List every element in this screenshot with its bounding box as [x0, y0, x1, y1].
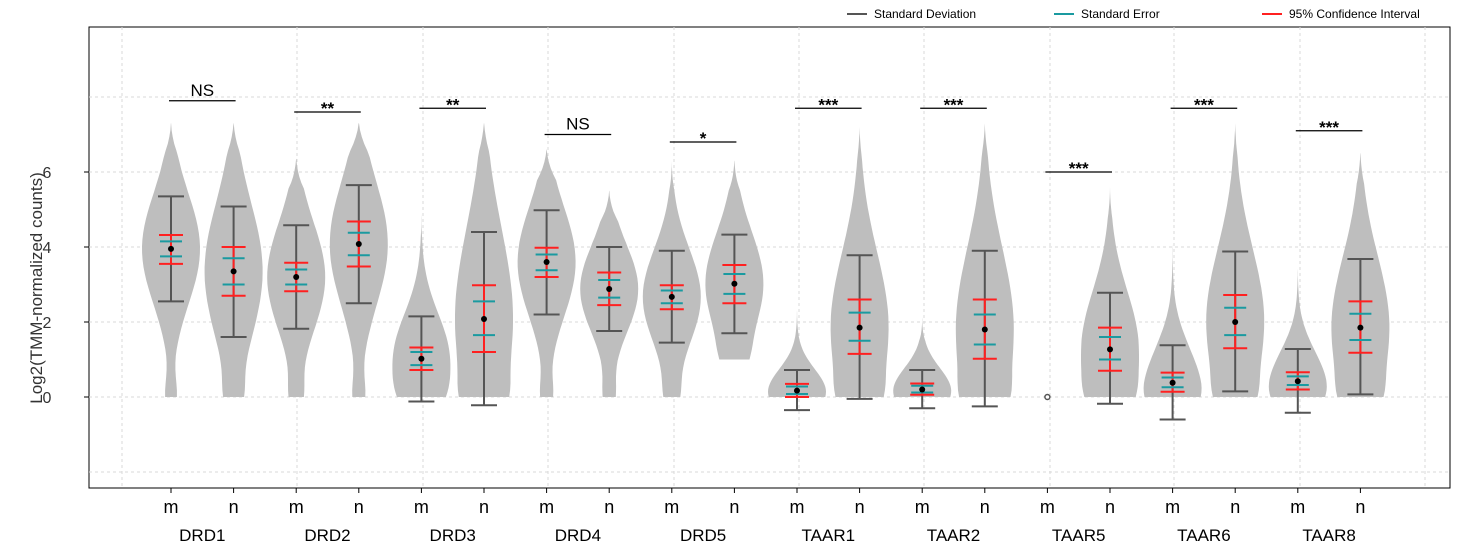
- y-tick-label: 6: [43, 165, 52, 182]
- significance-label-taar8: ***: [1319, 118, 1339, 137]
- violin-drd5-m: [642, 160, 701, 397]
- violin-body: [392, 209, 451, 397]
- significance-label-drd4: NS: [566, 115, 590, 134]
- x-group-label-taar1: TAAR1: [802, 526, 856, 545]
- legend-entry: 95% Confidence Interval: [1289, 7, 1420, 21]
- y-tick-label: 4: [43, 240, 52, 257]
- x-group-label-taar6: TAAR6: [1177, 526, 1231, 545]
- violin-taar1-n: [830, 127, 889, 400]
- violin-drd1-m: [142, 123, 200, 398]
- violin-taar2-n: [955, 123, 1014, 408]
- x-tick-label-m: m: [289, 497, 304, 517]
- mean-point: [856, 324, 863, 331]
- x-tick-label-n: n: [354, 497, 364, 517]
- x-tick-label-n: n: [855, 497, 865, 517]
- x-tick-label-n: n: [479, 497, 489, 517]
- mean-point: [293, 274, 300, 280]
- violin-body: [1268, 258, 1327, 397]
- violin-drd5-n: [705, 160, 764, 360]
- significance-brackets: NS** **NS**** ************: [169, 81, 1363, 178]
- violin-drd2-n: [329, 123, 388, 398]
- x-group-label-drd3: DRD3: [430, 526, 476, 545]
- x-tick-label-n: n: [729, 497, 739, 517]
- x-tick-label-m: m: [164, 497, 179, 517]
- x-tick-label-n: n: [1355, 497, 1365, 517]
- x-tick-label-n: n: [1230, 497, 1240, 517]
- x-tick-label-m: m: [414, 497, 429, 517]
- violin-body: [893, 310, 952, 397]
- x-tick-label-n: n: [229, 497, 239, 517]
- significance-label-taar2: ***: [944, 95, 964, 114]
- violin-taar6-n: [1206, 123, 1265, 398]
- mean-point: [1232, 319, 1239, 325]
- mean-point: [731, 280, 738, 287]
- y-tick-label: 2: [43, 315, 52, 332]
- mean-point: [481, 316, 487, 322]
- x-group-label-drd1: DRD1: [179, 526, 225, 545]
- x-tick-label-m: m: [1165, 497, 1180, 517]
- significance-label-drd3: **: [446, 95, 460, 114]
- violin-taar8-n: [1331, 153, 1390, 397]
- mean-point: [1294, 378, 1301, 385]
- x-tick-label-m: m: [1290, 497, 1305, 517]
- mean-point: [1169, 379, 1176, 386]
- mean-point: [981, 326, 988, 333]
- x-group-label-drd5: DRD5: [680, 526, 726, 545]
- x-group-label-drd2: DRD2: [304, 526, 350, 545]
- x-tick-label-n: n: [980, 497, 990, 517]
- mean-point: [794, 387, 800, 394]
- violins: [142, 123, 1390, 421]
- x-group-label-drd4: DRD4: [555, 526, 601, 545]
- violin-taar1-m: [768, 292, 826, 412]
- violin-taar8-m: [1268, 258, 1327, 414]
- mean-point: [355, 241, 362, 247]
- x-tick-label-n: n: [604, 497, 614, 517]
- mean-point: [1357, 324, 1364, 331]
- significance-label-drd2: **: [321, 99, 335, 118]
- violin-taar6-m: [1143, 217, 1202, 421]
- mean-point: [230, 268, 237, 275]
- significance-label-drd5: *: [700, 129, 707, 148]
- violin-drd3-m: [392, 209, 451, 403]
- mean-point: [543, 259, 550, 265]
- x-group-label-taar2: TAAR2: [927, 526, 981, 545]
- violin-drd4-m: [517, 149, 576, 397]
- significance-label-taar6: ***: [1194, 95, 1214, 114]
- violin-body: [768, 292, 826, 397]
- violin-taar2-m: [893, 310, 952, 410]
- x-tick-label-m: m: [664, 497, 679, 517]
- legend-entry: Standard Deviation: [874, 7, 976, 21]
- significance-label-taar5: ***: [1069, 159, 1089, 178]
- violin-drd2-m: [267, 158, 326, 397]
- significance-label-drd1: NS: [190, 81, 214, 100]
- x-tick-label-m: m: [915, 497, 930, 517]
- mean-point: [168, 245, 174, 252]
- violin-taar5-n: [1081, 187, 1139, 405]
- violin-drd3-n: [455, 123, 513, 407]
- x-tick-label-m: m: [1040, 497, 1055, 517]
- y-tick-label: 0: [43, 390, 52, 407]
- violin-drd4-n: [580, 190, 639, 397]
- x-tick-label-m: m: [539, 497, 554, 517]
- violin-drd1-n: [204, 123, 263, 398]
- legend-entry: Standard Error: [1081, 7, 1160, 21]
- mean-point: [1044, 393, 1051, 401]
- mean-point: [919, 386, 926, 393]
- y-axis: 0 2 4 6: [43, 165, 89, 407]
- x-tick-label-n: n: [1105, 497, 1115, 517]
- violin-body: [1143, 217, 1202, 397]
- x-group-label-taar8: TAAR8: [1302, 526, 1356, 545]
- violin-taar5-m: [1044, 393, 1051, 401]
- mean-point: [668, 293, 675, 300]
- x-group-label-taar5: TAAR5: [1052, 526, 1106, 545]
- y-axis-label: Log2(TMM-normalized counts): [27, 172, 46, 403]
- legend: Standard Deviation Standard Error 95% Conf…: [847, 7, 1420, 21]
- mean-point: [1107, 346, 1113, 353]
- x-tick-label-m: m: [790, 497, 805, 517]
- significance-label-taar1: ***: [818, 95, 838, 114]
- mean-point: [418, 355, 425, 362]
- mean-point: [606, 286, 613, 292]
